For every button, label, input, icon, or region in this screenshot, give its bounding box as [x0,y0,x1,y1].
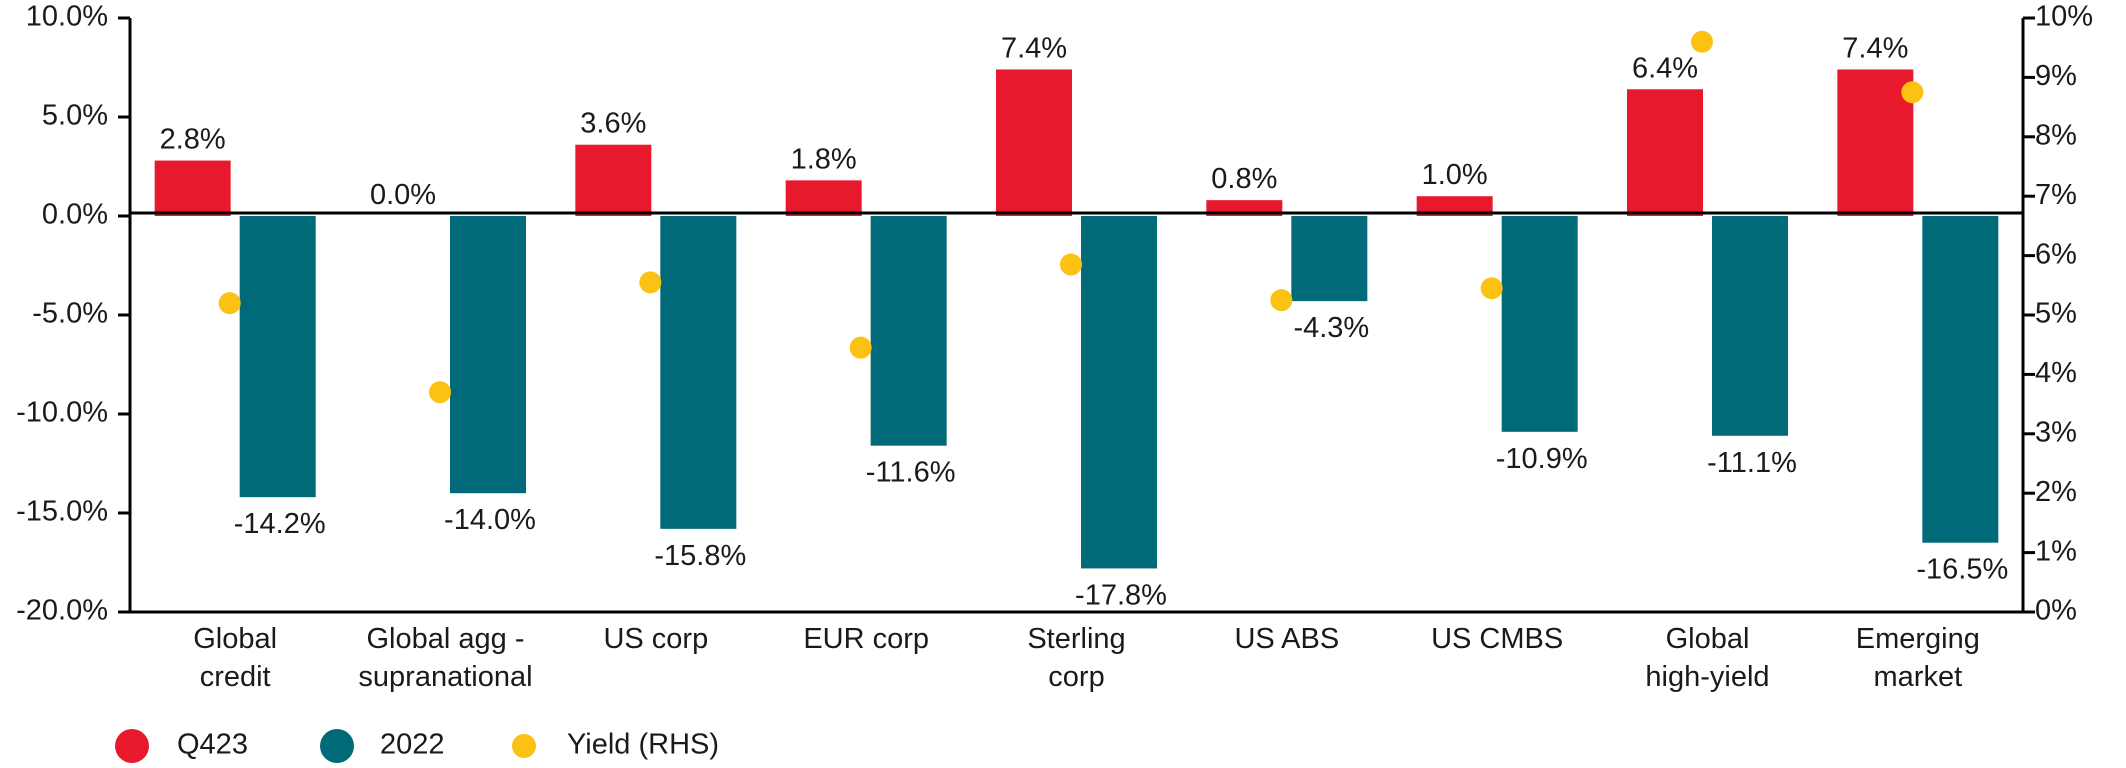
yield-point [849,336,872,359]
bar-2022 [660,216,737,529]
right-tick-label: 10% [2035,1,2093,33]
data-label-2022: -10.9% [1496,443,1588,475]
bar-labels: 2.8% -14.2% 0.0% -14.0% 3.6% -15.8% 1.8% -11.6%… [160,32,2009,611]
yield-dots [218,30,1924,404]
left-tick-label: 5.0% [42,100,108,132]
right-tick-label: 4% [2035,357,2077,389]
data-label-2022: -14.2% [234,508,326,540]
bar-2022 [1501,216,1578,432]
data-label-q423: 1.0% [1422,159,1488,191]
category-label: Global [193,623,277,655]
yield-point [639,271,662,294]
category-label: high-yield [1645,661,1769,693]
category-label: US CMBS [1431,623,1563,655]
legend-label: Q423 [177,729,248,761]
right-tick-label: 7% [2035,179,2077,211]
bar-2022 [1712,216,1788,436]
category-label: credit [200,661,271,693]
left-tick-label: 10.0% [26,1,108,33]
right-tick-label: 5% [2035,298,2077,330]
bar-2022 [239,216,316,498]
left-tick-label: -5.0% [32,298,108,330]
bar-2022 [450,216,526,494]
category-label: Sterling [1027,623,1125,655]
category-label: Global agg - [367,623,525,655]
yield-point [1480,277,1503,300]
bars [154,69,1999,569]
legend-label: 2022 [380,729,445,761]
legend: Q423 2022 Yield (RHS) [115,729,719,763]
yield-point [429,381,451,404]
left-tick-label: -10.0% [16,397,108,429]
data-label-q423: 6.4% [1632,52,1698,84]
data-label-q423: 0.0% [370,179,436,211]
right-axis-ticks: 10% 9% 8% 7% 6% 5% 4% 3% 2% 1% 0% [2023,1,2093,627]
category-label: US ABS [1234,623,1339,655]
data-label-2022: -16.5% [1916,554,2008,586]
bar-2022 [1081,216,1157,569]
data-label-2022: -15.8% [654,540,746,572]
bar-q423 [996,69,1072,216]
bar-q423 [1416,196,1493,216]
data-label-q423: 1.8% [791,143,857,175]
right-tick-label: 2% [2035,476,2077,508]
left-tick-label: -15.0% [16,496,108,528]
right-tick-label: 6% [2035,238,2077,270]
category-label: supranational [358,661,532,693]
bar-q423 [785,180,862,216]
yield-point [1270,289,1293,312]
data-label-2022: -4.3% [1293,312,1369,344]
axes [128,18,2025,614]
legend-swatch [115,729,149,763]
category-label: Global [1666,623,1750,655]
data-label-q423: 0.8% [1211,163,1277,195]
bar-q423 [575,144,652,216]
category-label: EUR corp [803,623,929,655]
data-label-q423: 7.4% [1842,32,1908,64]
left-tick-label: -20.0% [16,595,108,627]
legend-label: Yield (RHS) [567,729,719,761]
bar-q423 [1627,89,1703,216]
data-label-q423: 7.4% [1001,32,1067,64]
data-label-2022: -11.1% [1707,447,1797,479]
yield-point [1901,81,1924,104]
right-tick-label: 9% [2035,60,2077,92]
right-tick-label: 1% [2035,535,2077,567]
bar-2022 [1291,216,1368,302]
yield-point [1060,253,1082,276]
bar-q423 [1837,69,1914,216]
right-tick-label: 3% [2035,416,2077,448]
bar-2022 [870,216,947,446]
category-label: market [1874,661,1963,693]
left-axis-ticks: 10.0% 5.0% 0.0% -5.0% -10.0% -15.0% -20.0% [16,1,130,627]
category-labels: Global credit Global agg - supranational US … [193,623,1980,693]
legend-swatch [512,734,536,758]
legend-swatch [320,729,354,763]
left-tick-label: 0.0% [42,199,108,231]
category-label: corp [1048,661,1104,693]
bar-2022 [1922,216,1999,543]
data-label-2022: -14.0% [444,504,536,536]
yield-point [1691,30,1713,53]
data-label-2022: -17.8% [1075,579,1167,611]
category-label: US corp [603,623,708,655]
data-label-q423: 2.8% [160,124,226,156]
bar-q423 [154,160,231,216]
category-label: Emerging [1856,623,1980,655]
yield-point [218,292,241,315]
right-tick-label: 8% [2035,119,2077,151]
right-tick-label: 0% [2035,595,2077,627]
data-label-q423: 3.6% [580,108,646,140]
data-label-2022: -11.6% [866,457,956,489]
